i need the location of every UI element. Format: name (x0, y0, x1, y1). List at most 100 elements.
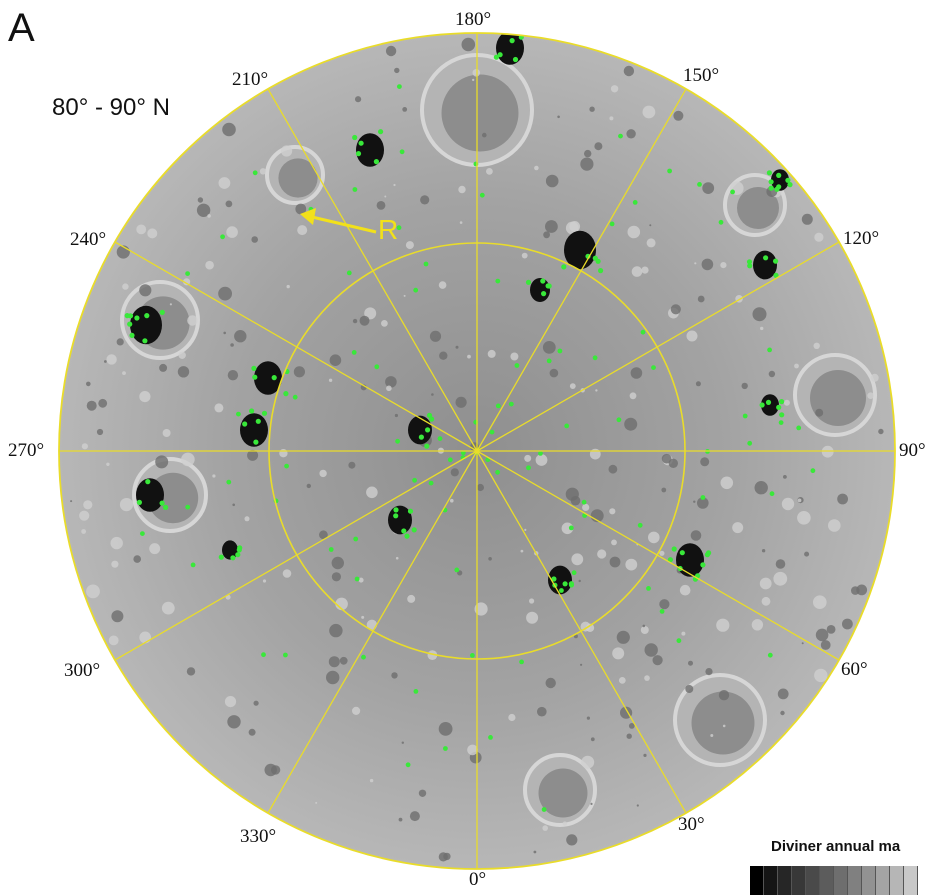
ice-point (251, 365, 257, 371)
feature-pointer (300, 208, 377, 234)
ice-point (495, 278, 501, 284)
ice-point (428, 480, 434, 486)
ice-point (679, 550, 685, 556)
ice-point (759, 402, 765, 408)
longitude-label-30: 30° (678, 814, 705, 835)
crater-pit (461, 37, 476, 52)
ice-point (659, 609, 665, 614)
ice-point (763, 255, 769, 261)
crater-pit (394, 413, 398, 418)
ice-point (470, 653, 475, 658)
crater-pit (781, 497, 795, 511)
crater-pit (609, 556, 621, 568)
crater-pit (472, 78, 475, 82)
ice-point (767, 347, 772, 353)
crater-pit (609, 508, 616, 515)
crater-pit (801, 213, 813, 225)
crater-pit (339, 656, 348, 665)
ice-point (129, 332, 135, 338)
meridian-300 (114, 450, 478, 661)
crater-pit (590, 802, 593, 806)
crater-floor (441, 74, 519, 152)
crater-pit (450, 468, 459, 477)
crater-pit (270, 765, 281, 775)
crater-pit (609, 116, 614, 121)
ice-point (423, 261, 429, 267)
crater-pit (759, 577, 772, 590)
crater-pit (594, 142, 603, 151)
ice-point (424, 443, 430, 449)
crater-pit (625, 558, 638, 571)
ice-point (778, 420, 784, 425)
ice-point (412, 477, 417, 483)
crater-pit (648, 531, 660, 544)
crater-pit (636, 804, 639, 807)
crater-pit (427, 650, 438, 660)
crater-pit (402, 107, 408, 112)
ice-point (671, 546, 677, 552)
ice-point (354, 576, 360, 582)
ice-point (284, 463, 289, 469)
longitude-label-240: 240° (70, 229, 107, 250)
meridian-150 (476, 88, 687, 452)
longitude-label-210: 210° (232, 69, 269, 90)
ice-point (700, 562, 706, 568)
ice-point (185, 504, 191, 510)
ice-point (361, 654, 366, 660)
crater-pit (561, 522, 574, 535)
crater-pit (581, 755, 595, 769)
crater-floor (538, 768, 588, 818)
crater-pit (86, 400, 97, 411)
crater-pit (81, 443, 88, 450)
ice-point (718, 219, 724, 225)
crater-pit (537, 706, 547, 717)
crater-pit (331, 556, 344, 570)
crater-pit (455, 345, 459, 349)
ice-point (140, 531, 145, 536)
crater-pit (700, 457, 710, 467)
crater-pit (293, 366, 305, 378)
crater-pit (754, 481, 768, 495)
crater-pit (524, 528, 527, 532)
ice-point (676, 638, 682, 644)
crater-pit (794, 363, 799, 369)
ice-point (767, 652, 773, 658)
crater-pit (508, 713, 516, 722)
crater-pit (244, 516, 250, 522)
ice-point (546, 358, 552, 364)
crater-pit (295, 203, 307, 215)
crater-pit (155, 455, 169, 469)
ice-point (352, 134, 358, 141)
crater-pit (640, 626, 649, 634)
ice-point (493, 54, 499, 60)
crater-pit (630, 367, 643, 379)
crater-pit (589, 448, 601, 460)
ice-point (134, 315, 140, 321)
crater-pit (181, 452, 195, 467)
ice-point (538, 451, 543, 456)
crater-pit (697, 497, 709, 509)
crater-pit (212, 474, 216, 478)
ice-point (779, 412, 785, 418)
crater-pit (364, 307, 377, 320)
crater-pit (661, 487, 667, 493)
ice-point (144, 313, 150, 319)
crater-pit (197, 197, 204, 203)
ice-point (218, 554, 224, 560)
crater-pit (578, 579, 581, 583)
ice-point (437, 436, 443, 441)
ice-point (185, 271, 191, 276)
ice-point (557, 348, 563, 354)
crater-pit (773, 571, 788, 586)
crater-pit (510, 352, 519, 361)
shadowed-region (761, 394, 779, 416)
crater-pit (534, 165, 539, 171)
crater-pit (611, 539, 617, 546)
crater-pit (355, 96, 362, 103)
crater-pit (690, 530, 702, 541)
crater-pit (394, 67, 400, 74)
crater-pit (407, 594, 416, 603)
crater-pit (418, 789, 427, 797)
crater-pit (111, 560, 119, 568)
